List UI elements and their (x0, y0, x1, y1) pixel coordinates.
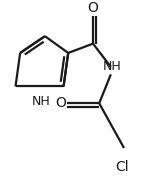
Text: O: O (55, 96, 66, 110)
Text: NH: NH (103, 60, 122, 74)
Text: NH: NH (32, 95, 50, 108)
Text: Cl: Cl (116, 160, 129, 174)
Text: O: O (88, 1, 98, 15)
